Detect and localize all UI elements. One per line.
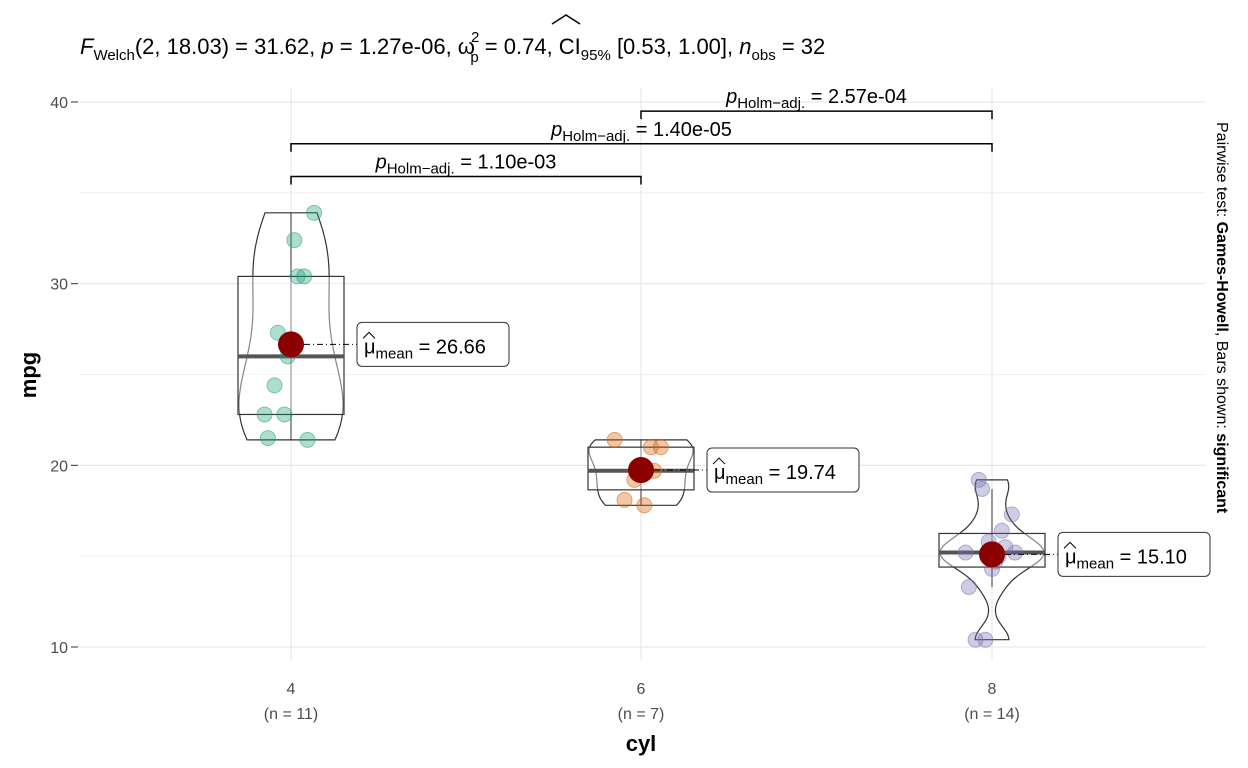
data-point [299,431,316,448]
x-tick-label: 6 [637,681,646,698]
violin-6 [588,439,694,506]
data-point [957,544,974,561]
mean-label: μmean = 15.10 [1065,546,1187,572]
pairwise-bracket [640,110,993,120]
x-n-label: (n = 11) [264,706,318,723]
data-point [256,406,273,423]
data-point [970,471,987,488]
pairwise-label: pHolm−adj. = 2.57e-04 [725,86,907,112]
mean-point [278,331,304,358]
pairwise-label: pHolm−adj. = 1.40e-05 [550,119,732,145]
mean-point [628,457,654,484]
pairwise-label: pHolm−adj. = 1.10e-03 [375,151,557,177]
data-point [652,439,669,456]
data-point [977,631,994,648]
data-point [266,377,283,394]
y-tick-label: 10 [50,640,68,657]
mean-point [979,541,1005,568]
x-n-label: (n = 7) [618,706,665,723]
data-point [296,268,313,285]
data-point [286,232,303,249]
data-point [993,522,1010,539]
pairwise-bracket [290,175,642,185]
x-n-label: (n = 14) [964,706,1020,723]
x-tick-label: 8 [988,681,997,698]
mean-label: μmean = 19.74 [714,462,836,488]
y-tick-label: 30 [50,277,68,294]
violin-4 [238,212,344,441]
data-point [1003,506,1020,523]
mu-hat [712,457,726,465]
mean-label-box [356,321,510,367]
means: μmean = 26.66 μmean = 19.74 μmean = 15.10 [278,321,1211,577]
data-point [276,406,293,423]
violins [238,212,1045,641]
x-tick-label: 4 [287,681,296,698]
data-point [1007,544,1024,561]
data-point [960,579,977,596]
axes: 10 20 30 40 4 (n = 11) 6 (n = 7) 8 (n = 14) [50,95,1020,723]
y-axis-title: mpg [16,352,41,398]
mean-label: μmean = 26.66 [364,336,486,362]
pairwise-bracket [290,143,993,152]
mu-hat [362,331,376,339]
data-point [306,204,323,221]
omega-hat [551,14,581,25]
violin-8 [939,479,1045,641]
y-tick-label: 40 [50,95,68,112]
data-point [259,430,276,447]
data-point [289,268,306,285]
y-tick-label: 20 [50,458,68,475]
mu-hat [1063,541,1077,549]
data-point [606,431,623,448]
data-point [616,491,633,508]
mean-label-box [706,447,860,493]
data-point [974,480,991,497]
caption: Pairwise test: Games-Howell, Bars shown:… [1213,122,1230,514]
chart-title: FWelch(2, 18.03) = 31.62, p = 1.27e-06, … [80,29,825,66]
mean-label-box [1057,531,1211,577]
data-point [636,497,653,514]
pairwise-brackets: pHolm−adj. = 1.10e-03 pHolm−adj. = 1.40e-… [290,86,993,185]
data-points [256,204,1024,648]
x-axis-title: cyl [626,731,657,756]
